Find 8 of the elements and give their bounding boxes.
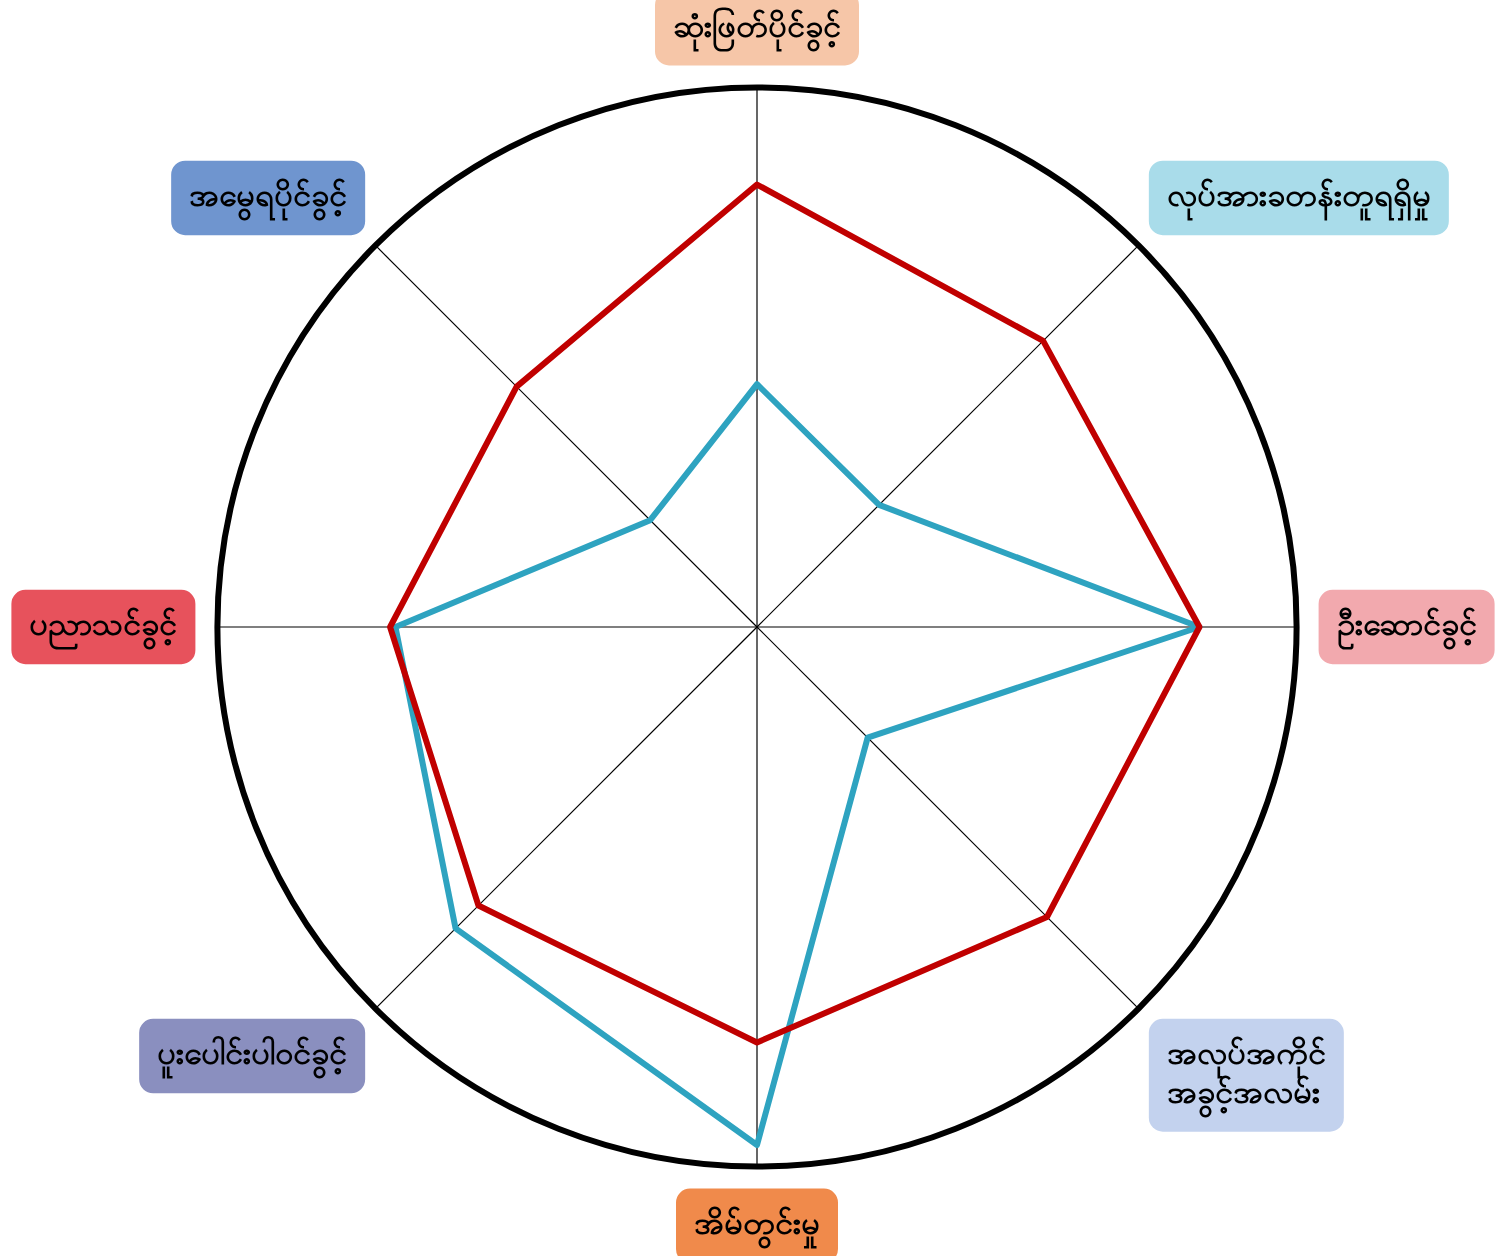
spoke-label: အိမ်တွင်းမှု [694, 1204, 820, 1250]
spoke-label: လုပ်အားခတန်းတူရရှိမှု [1166, 176, 1431, 222]
spoke-label: ဦးဆောင်ခွင့် [1336, 605, 1477, 651]
spoke-label: အလုပ်အကိုင် အခွင့်အလမ်း [1166, 1034, 1326, 1118]
spoke-label: ဆုံးဖြတ်ပိုင်ခွင့် [673, 6, 841, 52]
spoke-label: ပူးပေါင်းပါဝင်ခွင့် [157, 1034, 348, 1080]
spoke-label: ပညာသင်ခွင့် [29, 605, 178, 651]
spoke-label: အမွေရပိုင်ခွင့် [189, 176, 348, 222]
